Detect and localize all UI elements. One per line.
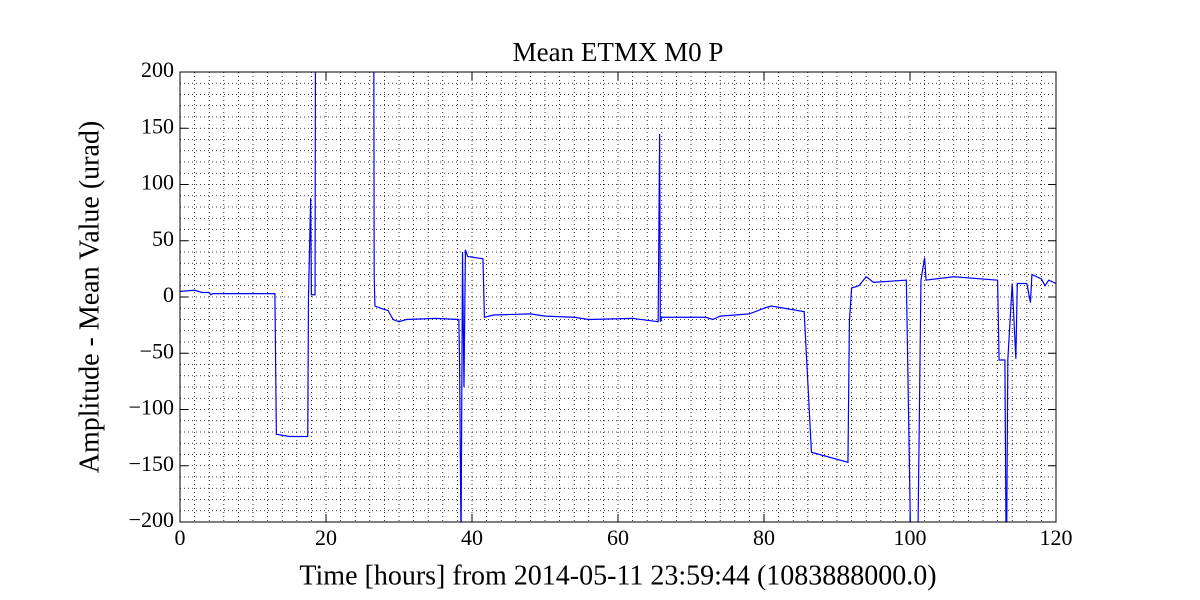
y-axis-label: Amplitude - Mean Value (urad): [74, 121, 105, 474]
y-tick-label: 50: [152, 226, 174, 251]
x-tick-label: 20: [315, 525, 337, 550]
x-tick-label: 100: [894, 525, 927, 550]
y-tick-label: 100: [141, 170, 174, 195]
x-tick-label: 120: [1040, 525, 1073, 550]
y-tick-label: −150: [129, 451, 174, 476]
data-line: [180, 72, 1056, 522]
y-tick-label: 150: [141, 113, 174, 138]
chart-title: Mean ETMX M0 P: [513, 37, 724, 67]
plot-frame: [179, 71, 1057, 523]
x-tick-label: 0: [175, 525, 186, 550]
y-tick-label: −100: [129, 395, 174, 420]
y-tick-label: −200: [129, 507, 174, 532]
y-tick-label: 0: [163, 282, 174, 307]
x-tick-label: 80: [753, 525, 775, 550]
x-tick-label: 60: [607, 525, 629, 550]
x-tick-label: 40: [461, 525, 483, 550]
y-tick-label: 200: [141, 57, 174, 82]
x-axis-label: Time [hours] from 2014-05-11 23:59:44 (1…: [299, 560, 936, 591]
y-tick-label: −50: [140, 338, 174, 363]
plot-area: [180, 72, 1056, 522]
